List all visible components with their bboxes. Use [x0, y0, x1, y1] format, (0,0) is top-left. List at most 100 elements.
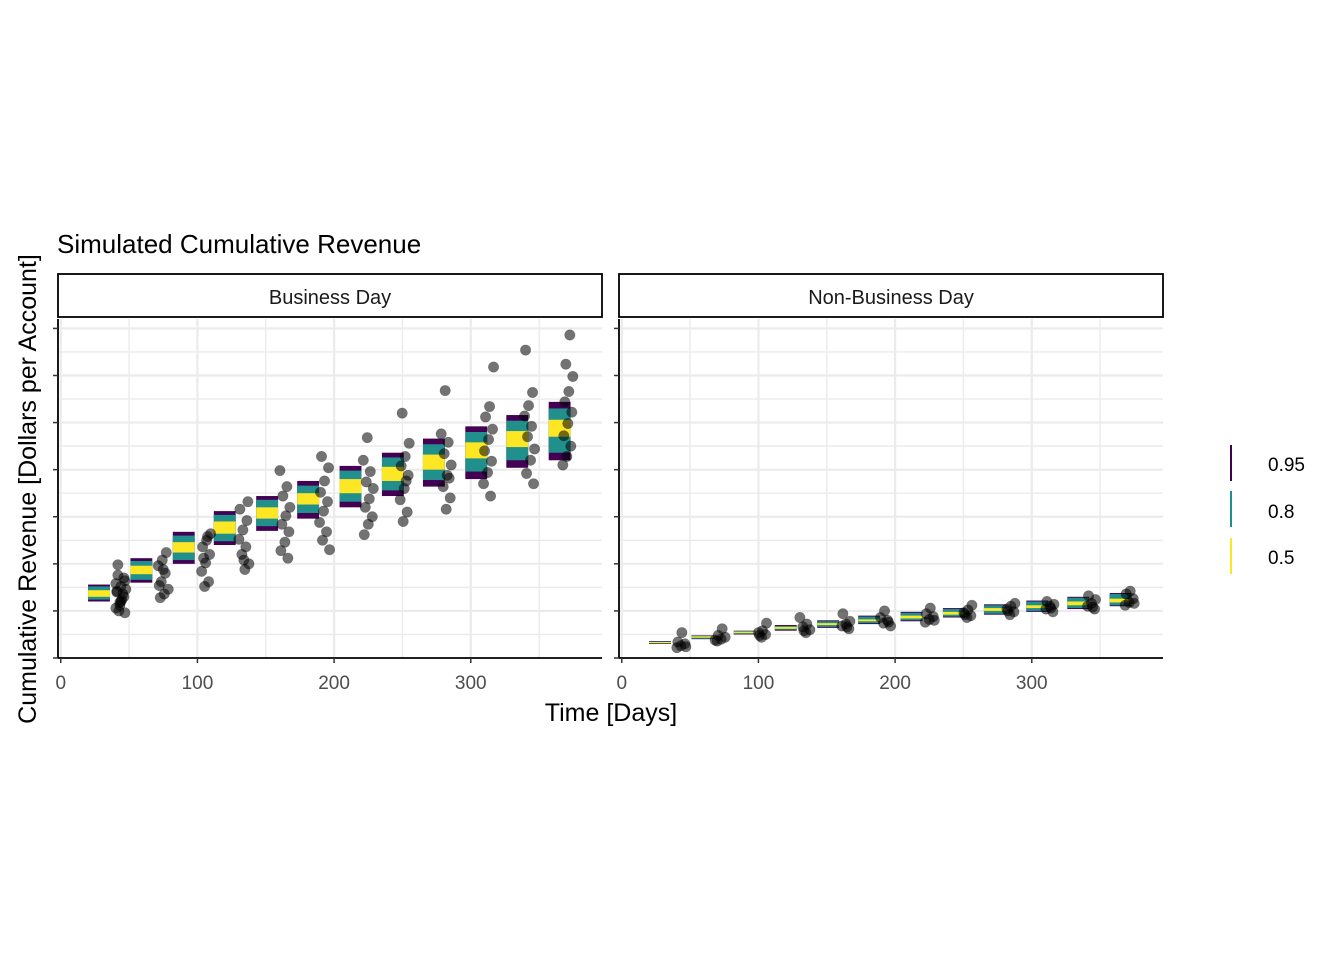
data-point [440, 503, 452, 515]
data-point [119, 607, 131, 619]
data-point [1009, 597, 1021, 609]
interval-50-non-business-day [1026, 605, 1049, 609]
data-point [435, 428, 447, 440]
data-point [314, 516, 326, 528]
data-point [322, 496, 334, 508]
data-point [487, 423, 499, 435]
data-point [966, 599, 978, 611]
data-point [560, 358, 572, 370]
data-point [566, 406, 578, 418]
data-point [438, 448, 450, 460]
data-point [486, 455, 498, 467]
strip-label-business-day: Business Day [269, 287, 391, 309]
data-point [397, 515, 409, 527]
data-point [565, 440, 577, 452]
data-point [522, 431, 534, 443]
x-tick-label: 300 [1016, 673, 1048, 694]
data-point [488, 361, 500, 373]
data-point [160, 547, 172, 559]
data-point [437, 481, 449, 493]
data-point [363, 493, 375, 505]
data-point [283, 526, 295, 538]
data-point [484, 401, 496, 413]
data-point [316, 450, 328, 462]
interval-50-non-business-day [942, 611, 965, 615]
interval-50-business-day [339, 479, 362, 494]
data-point [559, 396, 571, 408]
interval-50-non-business-day [774, 626, 797, 629]
data-point [482, 466, 494, 478]
data-point [883, 616, 895, 628]
data-point [529, 443, 541, 455]
data-point [528, 478, 540, 490]
data-point [318, 505, 330, 517]
data-point [157, 563, 169, 575]
data-point [1128, 597, 1140, 609]
interval-50-non-business-day [1109, 598, 1132, 603]
data-point [274, 465, 286, 477]
interval-50-business-day [422, 454, 445, 470]
data-point [676, 627, 688, 639]
data-point [924, 602, 936, 614]
data-point [118, 572, 130, 584]
data-point [478, 478, 490, 490]
data-point [761, 617, 773, 629]
data-point [567, 370, 579, 382]
data-point [794, 612, 806, 624]
data-point [358, 529, 370, 541]
data-point [153, 579, 165, 591]
data-point [360, 476, 372, 488]
data-point [401, 506, 413, 518]
data-point [1045, 602, 1057, 614]
data-point [479, 445, 491, 457]
data-point [321, 526, 333, 538]
data-point [240, 541, 252, 553]
strip-label-non-business-day: Non-Business Day [808, 287, 974, 309]
y-axis-title: Cumulative Revenue [Dollars per Account] [14, 254, 42, 724]
x-tick-label: 200 [879, 673, 911, 694]
interval-50-non-business-day [691, 636, 714, 638]
data-point [241, 515, 253, 527]
data-point [561, 450, 573, 462]
data-point [928, 614, 940, 626]
data-point [111, 585, 123, 597]
data-point [198, 552, 210, 564]
data-point [480, 411, 492, 423]
data-point [396, 407, 408, 419]
data-point [324, 544, 336, 556]
data-point [395, 460, 407, 472]
data-point [563, 386, 575, 398]
grid-business-day [58, 319, 602, 658]
data-point [483, 434, 495, 446]
data-point [959, 609, 971, 621]
x-axis-title: Time [Days] [545, 699, 677, 727]
data-point [238, 554, 250, 566]
data-point [282, 552, 294, 564]
data-point [527, 386, 539, 398]
data-point [1087, 601, 1099, 613]
panel-business-day: Business Day 0 100 200 300 [53, 273, 603, 694]
data-point [837, 608, 849, 620]
data-point [716, 623, 728, 635]
data-point [237, 524, 249, 536]
x-tick-label: 100 [743, 673, 775, 694]
x-tick-label: 300 [455, 673, 487, 694]
data-point [367, 482, 379, 494]
data-point [284, 501, 296, 513]
data-point [319, 475, 331, 487]
x-tick-label: 100 [182, 673, 214, 694]
data-point [403, 437, 415, 449]
interval-50-business-day [256, 507, 279, 519]
data-point [754, 629, 766, 641]
data-point [357, 454, 369, 466]
data-point [203, 576, 215, 588]
interval-50-business-day [213, 521, 236, 534]
data-point [1124, 585, 1136, 597]
strip-business-day [57, 273, 603, 318]
data-point [1083, 590, 1095, 602]
legend-label-0-8: 0.8 [1268, 502, 1294, 523]
chart-title: Simulated Cumulative Revenue [57, 229, 421, 259]
data-point [485, 490, 497, 502]
data-point [112, 559, 124, 571]
data-point [364, 466, 376, 478]
